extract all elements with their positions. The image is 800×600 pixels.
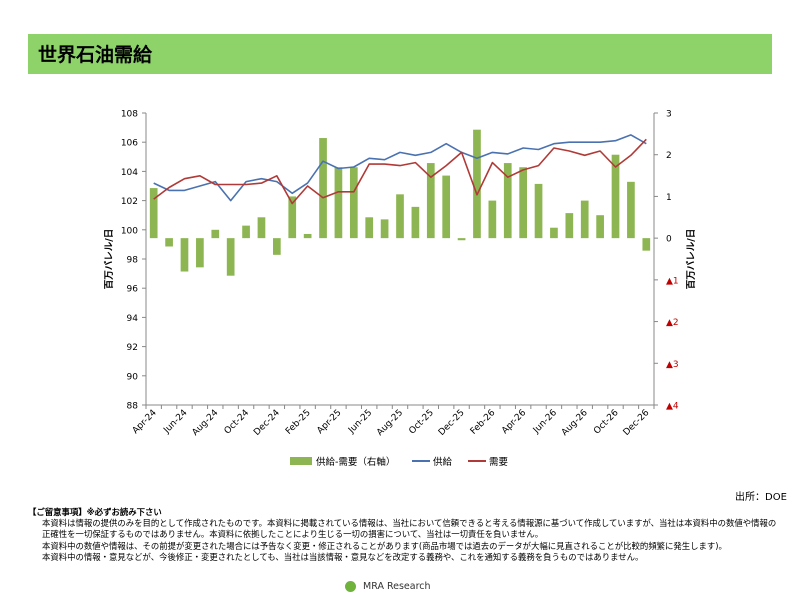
bar-supply-minus-demand (473, 129, 481, 239)
bar-supply-minus-demand (396, 194, 404, 239)
bar-supply-minus-demand (288, 196, 297, 239)
left-tick-label: 106 (121, 139, 138, 149)
x-tick-label: Dec-25 (437, 408, 467, 438)
left-tick-label: 108 (121, 110, 138, 120)
right-tick-label: 2 (666, 151, 672, 161)
line-supply (153, 134, 647, 202)
left-tick-label: 94 (127, 314, 139, 324)
x-tick-label: Aug-24 (190, 408, 220, 438)
bar-supply-minus-demand (273, 238, 281, 255)
notes-line: 本資料は情報の提供のみを目的として作成されたものです。本資料に掲載されている情報… (42, 518, 777, 540)
footer-brand-text: MRA Research (363, 581, 431, 592)
bar-supply-minus-demand (149, 188, 158, 239)
bar-supply-minus-demand (380, 219, 389, 239)
right-tick-label: ▲3 (666, 360, 679, 370)
x-tick-label: Aug-25 (375, 408, 405, 438)
oil-supply-demand-chart: 88 90 92 94 96 98 100 102 104 106 108 3 2 1 0 ▲1 ▲2 ▲3 ▲4 百… (103, 110, 697, 469)
left-tick-label: 88 (127, 402, 139, 412)
bar-supply-minus-demand (426, 163, 435, 239)
x-tick-label: Apr-26 (500, 408, 528, 436)
x-tick-label: Oct-26 (592, 408, 621, 437)
bar-supply-minus-demand (580, 200, 589, 239)
bar-supply-minus-demand (565, 213, 574, 239)
bar-supply-minus-demand (596, 215, 604, 239)
x-tick-label: Feb-25 (284, 408, 313, 437)
x-tick-label: Jun-26 (531, 408, 559, 436)
left-axis-title: 百万バレル/日 (103, 229, 115, 289)
title-bar: 世界石油需給 (28, 34, 772, 74)
legend-label-demand: 需要 (489, 457, 508, 468)
page-title: 世界石油需給 (38, 44, 153, 66)
notes-header: 【ご留意事項】※必ずお読み下さい (28, 507, 162, 517)
bar-supply-minus-demand (319, 138, 327, 239)
right-tick-label: ▲2 (666, 318, 679, 328)
bar-supply-minus-demand (365, 217, 374, 239)
bar-supply-minus-demand (226, 238, 235, 276)
line-demand (153, 138, 647, 205)
x-tick-label: Dec-24 (252, 408, 282, 438)
x-tick-label: Oct-25 (407, 408, 435, 436)
left-tick-label: 96 (127, 285, 139, 295)
bar-supply-minus-demand (242, 225, 250, 239)
bar-supply-minus-demand (211, 229, 220, 239)
bar-supply-minus-demand (349, 167, 358, 239)
x-tick-label: Jun-25 (346, 408, 374, 436)
x-tick-label: Dec-26 (622, 408, 652, 438)
footer-brand: MRA Research (345, 581, 431, 592)
left-tick-label: 100 (121, 226, 138, 236)
x-tick-label: Apr-24 (131, 408, 159, 436)
bar-supply-minus-demand (550, 227, 558, 239)
legend-swatch-bar (290, 457, 312, 465)
x-tick-label: Apr-25 (315, 408, 343, 436)
bar-supply-minus-demand (257, 217, 266, 239)
bar-supply-minus-demand (196, 238, 204, 268)
left-tick-label: 102 (121, 197, 138, 207)
left-tick-label: 104 (121, 168, 138, 178)
notes-line: 本資料中の情報・意見などが、今後修正・変更されたとしても、当社は当該情報・意見な… (42, 551, 644, 562)
bar-supply-minus-demand (457, 238, 466, 241)
notes-line: 本資料中の数値や情報は、その前提が変更された場合には予告なく変更・修正されること… (42, 540, 727, 551)
bar-supply-minus-demand (442, 175, 451, 239)
bar-supply-minus-demand (627, 181, 635, 239)
x-tick-label: Feb-26 (469, 408, 498, 437)
x-tick-label: Jun-24 (161, 408, 189, 436)
bar-supply-minus-demand (642, 238, 651, 251)
legend-label-supply: 供給 (433, 456, 453, 468)
x-tick-label: Oct-24 (223, 408, 252, 437)
right-tick-label: 0 (666, 235, 672, 245)
x-tick-label: Aug-26 (560, 408, 590, 438)
right-axis-title: 百万バレル/日 (685, 229, 697, 289)
left-tick-label: 98 (127, 256, 139, 266)
right-tick-label: 1 (666, 193, 672, 203)
brand-logo-icon (345, 581, 356, 592)
bar-supply-minus-demand (611, 154, 620, 239)
bar-supply-minus-demand (519, 167, 527, 239)
bar-supply-minus-demand (180, 238, 189, 272)
left-tick-label: 92 (127, 343, 138, 353)
bar-supply-minus-demand (334, 167, 343, 239)
source-label: 出所：DOE (735, 492, 787, 503)
legend-label-bar: 供給-需要（右軸） (316, 456, 395, 468)
left-tick-label: 90 (127, 372, 139, 382)
bar-supply-minus-demand (411, 206, 420, 239)
right-tick-label: 3 (666, 110, 672, 120)
bar-supply-minus-demand (165, 238, 173, 247)
bar-supply-minus-demand (303, 233, 312, 239)
right-tick-label: ▲1 (666, 276, 679, 286)
right-tick-label: ▲4 (666, 402, 679, 412)
disclaimer-notes: 【ご留意事項】※必ずお読み下さい 本資料は情報の提供のみを目的として作成されたも… (28, 507, 778, 563)
bar-supply-minus-demand (534, 183, 543, 239)
bar-supply-minus-demand (503, 163, 512, 239)
bar-supply-minus-demand (488, 200, 497, 239)
